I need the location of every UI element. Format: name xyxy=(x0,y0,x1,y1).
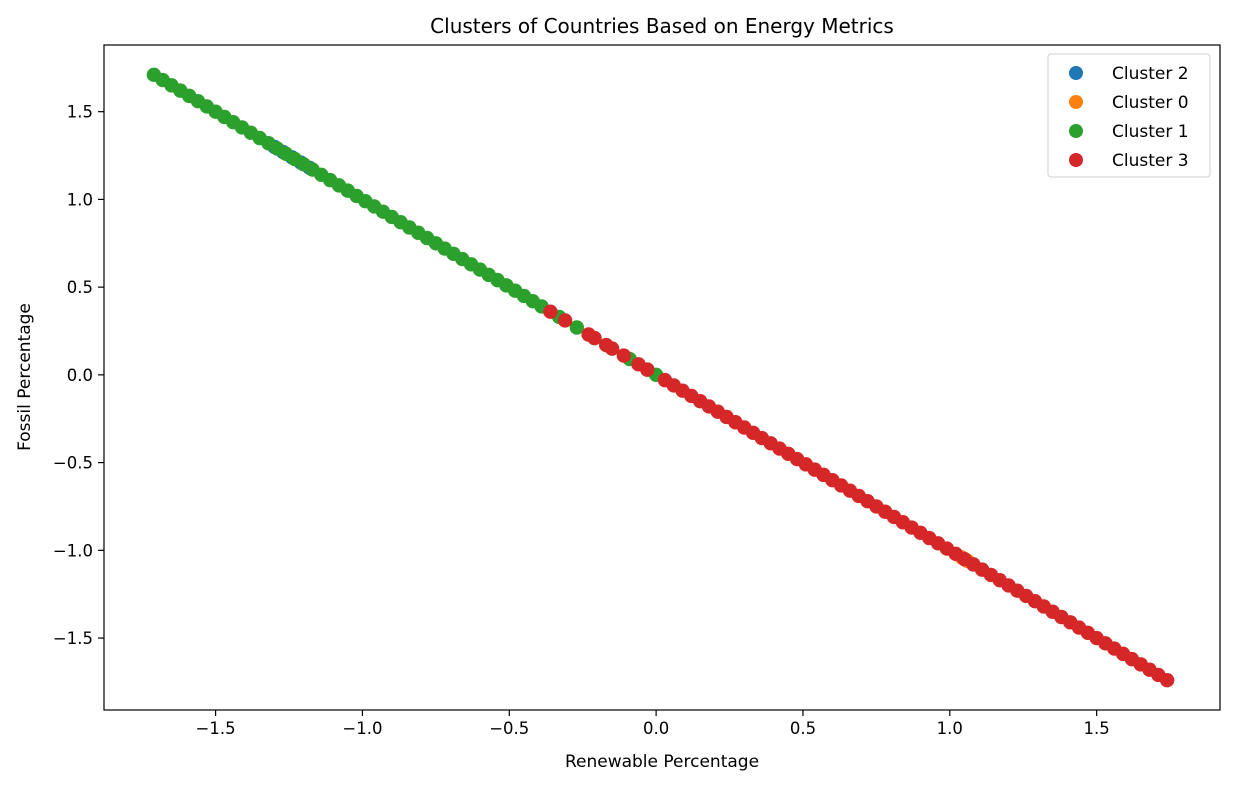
y-tick-label: −1.5 xyxy=(53,629,93,648)
point-cluster-3 xyxy=(604,341,620,356)
legend-items: Cluster 2 Cluster 0 Cluster 1 Cluster 3 xyxy=(1069,64,1189,171)
scatter-markers xyxy=(146,67,1175,688)
x-tick-label: 0.5 xyxy=(790,719,816,738)
legend-marker xyxy=(1069,66,1083,80)
plot-frame xyxy=(103,44,1221,711)
x-tick-label: −0.5 xyxy=(489,719,529,738)
point-cluster-3 xyxy=(557,313,573,328)
legend-entry-cluster-2: Cluster 2 xyxy=(1069,64,1189,84)
point-cluster-3 xyxy=(640,362,655,377)
point-cluster-3 xyxy=(616,348,632,363)
y-tick-label: 1.0 xyxy=(67,190,93,209)
x-tick-label: −1.5 xyxy=(196,719,236,738)
legend-marker xyxy=(1069,124,1083,138)
legend-label: Cluster 2 xyxy=(1112,64,1189,84)
point-cluster-3 xyxy=(543,304,558,319)
point-cluster-3 xyxy=(1159,672,1175,688)
point-cluster-1 xyxy=(569,320,585,335)
legend-box xyxy=(1047,53,1211,178)
x-tick-label: 0.0 xyxy=(643,719,669,738)
y-axis-ticks: −1.5 −1.0 −0.5 0.0 0.5 1.0 1.5 xyxy=(53,103,104,648)
y-tick-label: 0.5 xyxy=(67,278,93,297)
x-axis-ticks: −1.5 −1.0 −0.5 0.0 0.5 1.0 1.5 xyxy=(196,710,1110,738)
legend-entry-cluster-3: Cluster 3 xyxy=(1069,151,1189,171)
legend: Cluster 2 Cluster 0 Cluster 1 Cluster 3 xyxy=(1047,53,1211,178)
y-tick-label: −0.5 xyxy=(53,454,93,473)
point-cluster-3 xyxy=(587,330,602,346)
x-tick-label: 1.5 xyxy=(1084,719,1110,738)
y-tick-label: 1.5 xyxy=(67,103,93,122)
chart-title: Clusters of Countries Based on Energy Me… xyxy=(430,14,894,38)
legend-entry-cluster-0: Cluster 0 xyxy=(1069,93,1189,113)
legend-marker xyxy=(1069,95,1083,109)
legend-label: Cluster 1 xyxy=(1112,122,1189,142)
y-axis-label: Fossil Percentage xyxy=(15,303,35,451)
legend-label: Cluster 0 xyxy=(1112,93,1189,113)
x-tick-label: 1.0 xyxy=(937,719,963,738)
legend-marker xyxy=(1069,153,1083,167)
plot-area xyxy=(103,44,1221,711)
x-axis-label: Renewable Percentage xyxy=(565,752,759,772)
series-cluster-3 xyxy=(543,304,1175,688)
x-tick-label: −1.0 xyxy=(342,719,382,738)
legend-label: Cluster 3 xyxy=(1112,151,1189,171)
legend-entry-cluster-1: Cluster 1 xyxy=(1069,122,1189,142)
y-tick-label: −1.0 xyxy=(53,541,93,560)
y-tick-label: 0.0 xyxy=(67,366,93,385)
